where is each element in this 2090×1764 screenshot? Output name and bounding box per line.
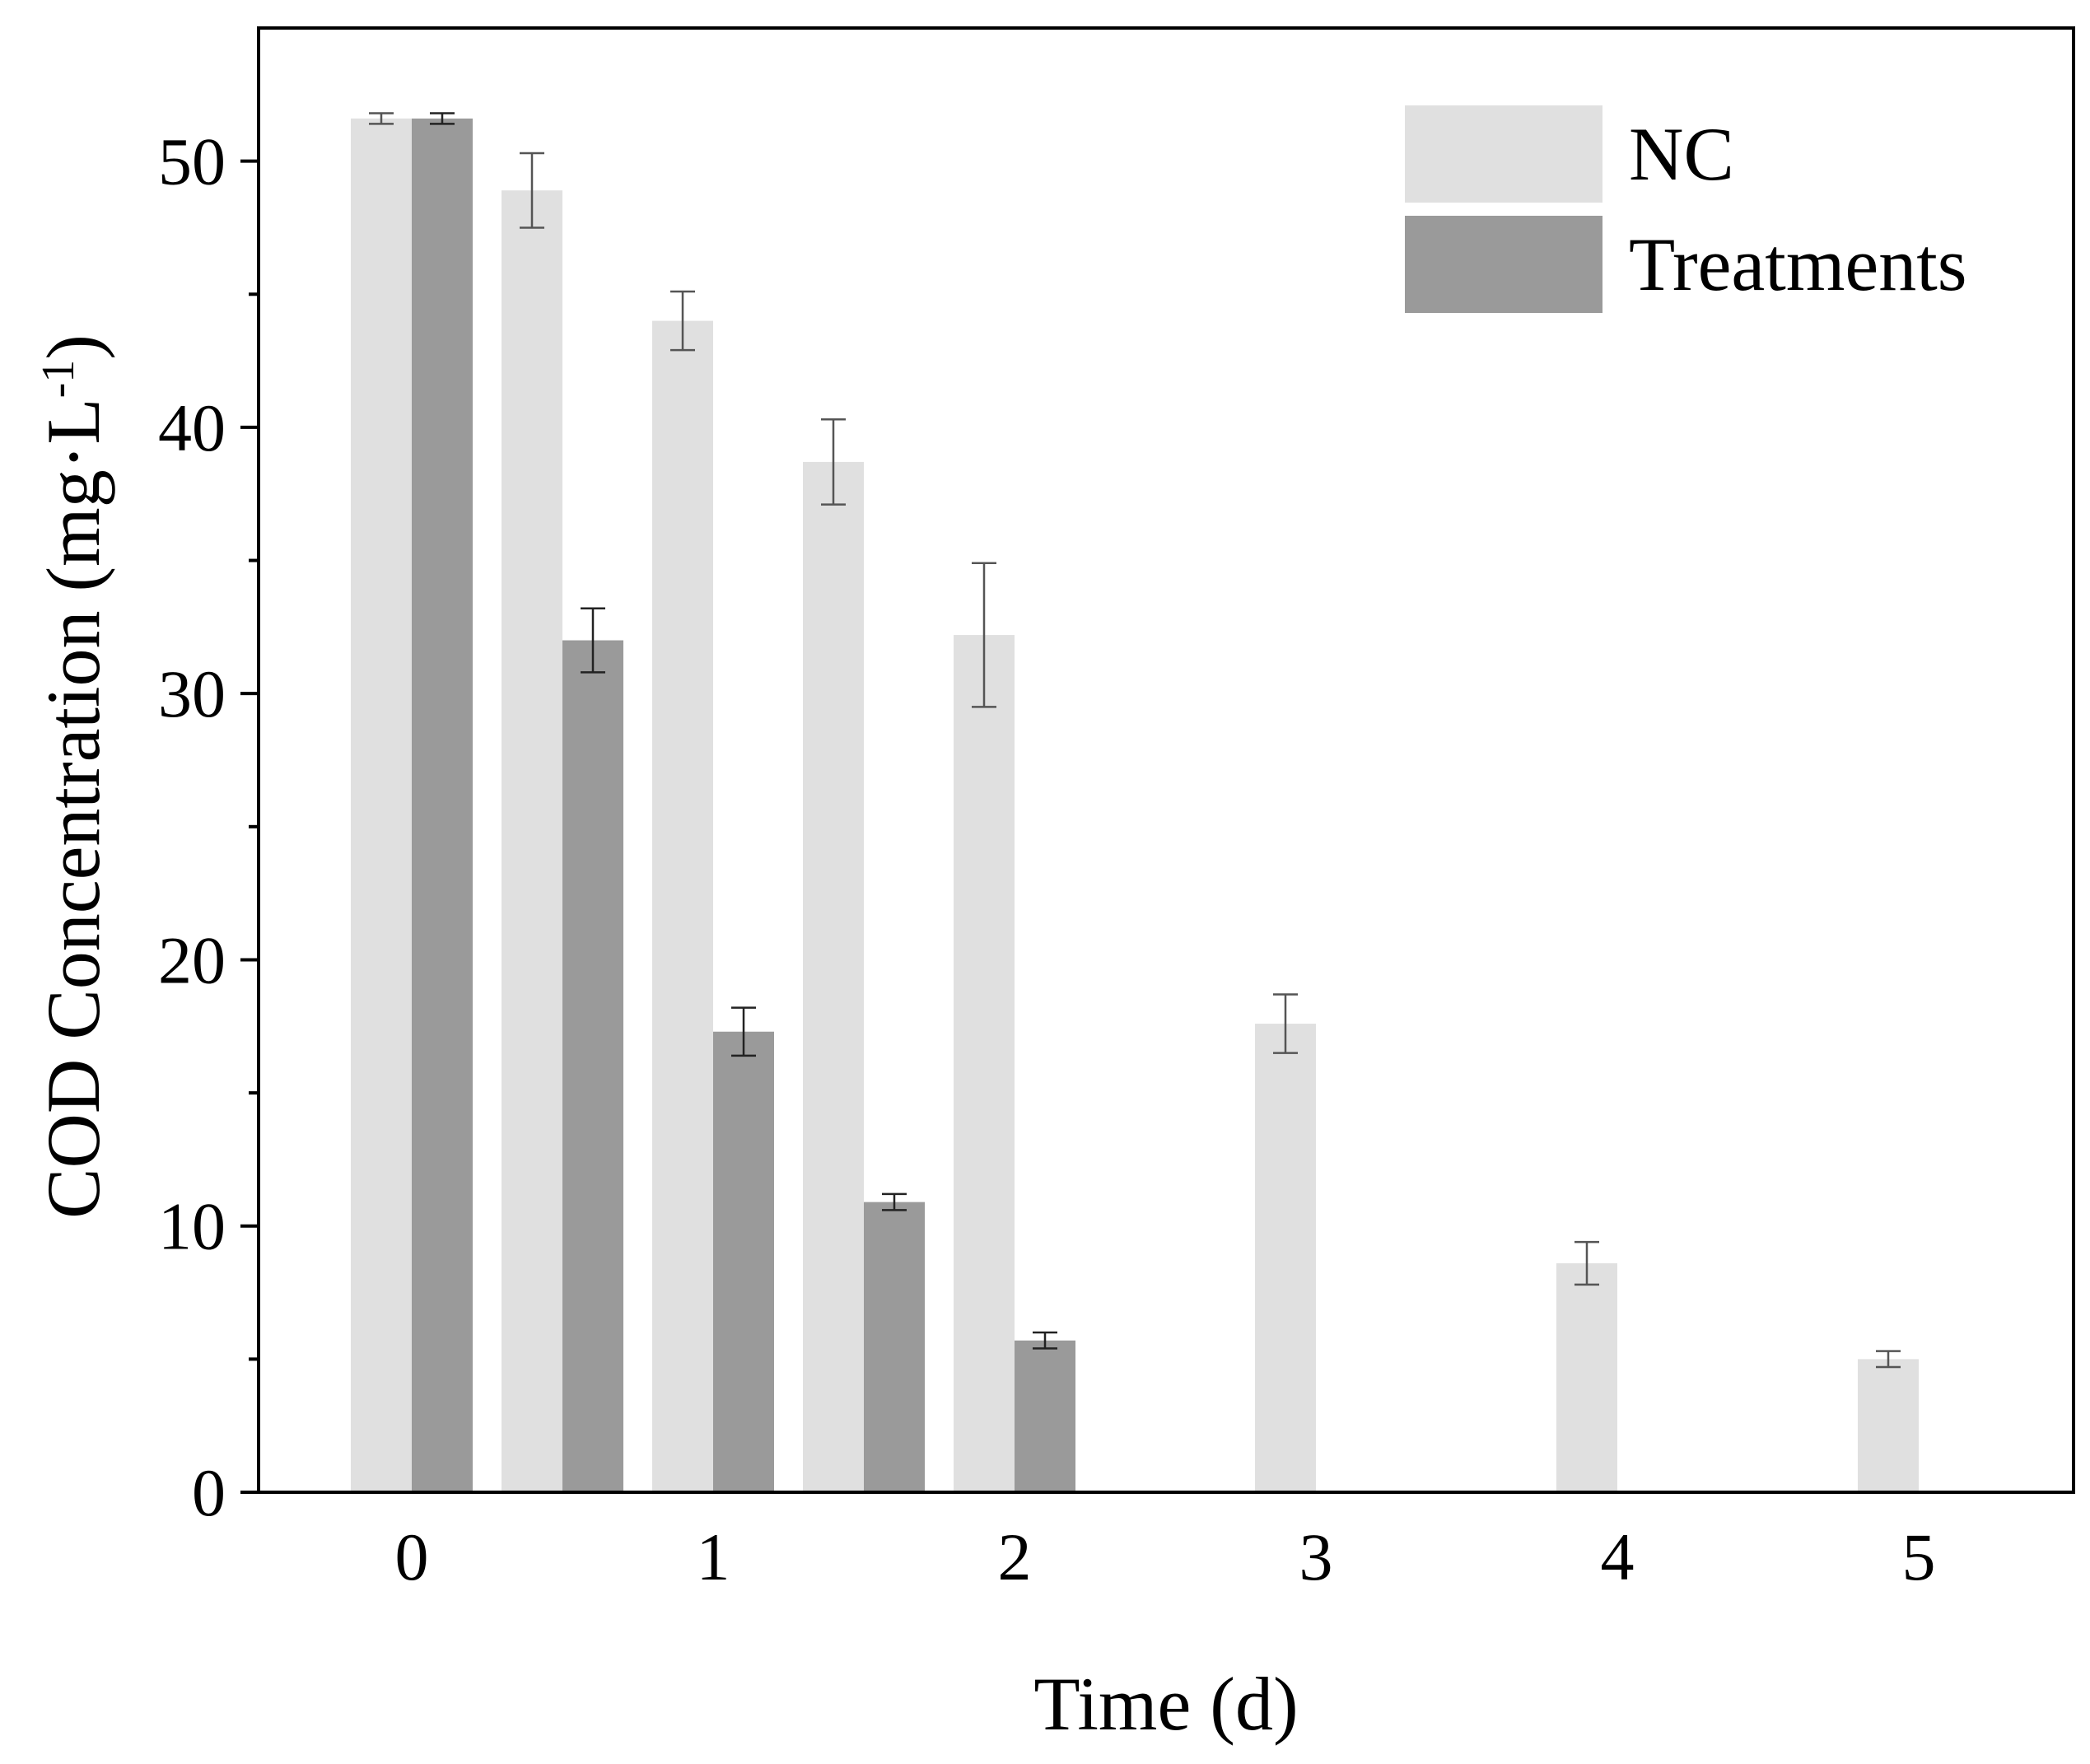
bar-nc-2 bbox=[954, 635, 1015, 1493]
bar-nc-0.5 bbox=[502, 190, 562, 1492]
bars-layer bbox=[351, 118, 1919, 1493]
y-tick-label-50: 50 bbox=[158, 124, 226, 199]
x-tick-label-5: 5 bbox=[1902, 1519, 1936, 1594]
bar-treatments-0.5 bbox=[562, 640, 623, 1492]
error-bar-nc-2 bbox=[972, 562, 996, 708]
error-bars-layer bbox=[369, 112, 1901, 1369]
error-bar-nc-3 bbox=[1273, 993, 1298, 1054]
legend-swatch-nc bbox=[1405, 105, 1602, 203]
y-tick-label-10: 10 bbox=[158, 1189, 226, 1264]
error-bar-treatments-1.5 bbox=[882, 1192, 907, 1211]
bar-treatments-1.5 bbox=[864, 1202, 925, 1492]
bar-treatments-0 bbox=[412, 118, 473, 1492]
x-tick-label-4: 4 bbox=[1601, 1519, 1635, 1594]
bar-nc-4 bbox=[1556, 1262, 1617, 1492]
legend-label-nc: NC bbox=[1629, 112, 1734, 196]
bar-nc-5 bbox=[1858, 1359, 1919, 1492]
bar-nc-0 bbox=[351, 118, 412, 1492]
legend-swatch-treatments bbox=[1405, 216, 1602, 313]
error-bar-nc-0.5 bbox=[520, 152, 544, 229]
y-axis: 0 10 20 30 40 50 bbox=[158, 124, 259, 1530]
x-axis-title: Time (d) bbox=[1033, 1662, 1298, 1746]
y-tick-label-20: 20 bbox=[158, 922, 226, 997]
bar-treatments-1 bbox=[713, 1031, 774, 1492]
error-bar-nc-0 bbox=[369, 112, 394, 125]
bar-nc-1.5 bbox=[803, 461, 864, 1492]
x-tick-label-2: 2 bbox=[998, 1519, 1032, 1594]
y-axis-title-superscript: -1 bbox=[33, 360, 84, 399]
y-tick-label-40: 40 bbox=[158, 390, 226, 465]
plot-frame bbox=[257, 26, 2075, 1494]
error-bar-nc-4 bbox=[1574, 1240, 1599, 1286]
x-axis: 0 1 2 3 4 5 bbox=[395, 1519, 1936, 1594]
y-axis-title-close: ) bbox=[31, 334, 115, 360]
legend: NC Treatments bbox=[1405, 105, 1967, 313]
error-bar-nc-5 bbox=[1876, 1350, 1901, 1369]
x-tick-label-1: 1 bbox=[697, 1519, 730, 1594]
y-axis-title: COD Concentration (mg·L-1) bbox=[31, 334, 115, 1219]
y-axis-title-main: COD Concentration (mg·L bbox=[31, 398, 115, 1218]
error-bar-treatments-2 bbox=[1033, 1331, 1057, 1350]
error-bar-treatments-0.5 bbox=[581, 607, 605, 674]
bar-treatments-2 bbox=[1015, 1340, 1075, 1492]
y-tick-label-30: 30 bbox=[158, 656, 226, 731]
error-bar-nc-1.5 bbox=[821, 418, 846, 506]
bar-nc-1 bbox=[652, 320, 713, 1493]
error-bar-treatments-0 bbox=[430, 112, 455, 125]
error-bar-nc-1 bbox=[670, 290, 695, 352]
y-tick-label-0: 0 bbox=[192, 1455, 226, 1530]
x-tick-label-3: 3 bbox=[1299, 1519, 1333, 1594]
legend-label-treatments: Treatments bbox=[1629, 222, 1967, 306]
error-bar-treatments-1 bbox=[731, 1006, 756, 1057]
x-tick-label-0: 0 bbox=[395, 1519, 429, 1594]
bar-nc-3 bbox=[1255, 1024, 1316, 1492]
